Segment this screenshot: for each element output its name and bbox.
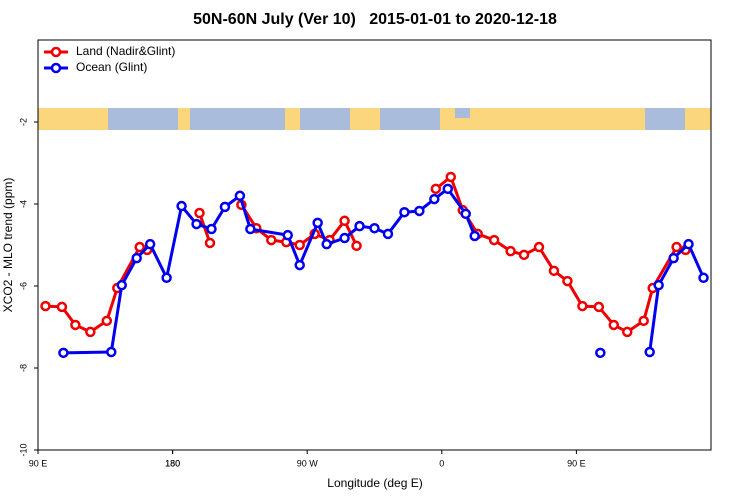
data-point xyxy=(445,171,457,183)
y-tick-label: -10 xyxy=(18,443,28,456)
data-point xyxy=(644,346,655,358)
y-tick-label: -6 xyxy=(18,282,28,290)
data-point xyxy=(460,208,471,220)
x-tick-label: 90 W xyxy=(297,458,319,468)
data-point xyxy=(339,215,350,227)
data-point xyxy=(638,315,649,327)
legend-label: Ocean (Glint) xyxy=(76,60,147,74)
data-point xyxy=(469,230,480,242)
data-point xyxy=(70,319,81,331)
x-tick-label: 180 xyxy=(165,458,180,468)
data-point xyxy=(429,193,440,205)
data-point xyxy=(430,183,442,195)
series-line xyxy=(63,187,705,355)
data-point xyxy=(266,234,277,246)
data-point xyxy=(683,238,694,250)
data-point xyxy=(505,245,516,257)
x-tick-label: 0 xyxy=(439,458,444,468)
data-point xyxy=(414,205,425,217)
y-axis-label: XCO2 - MLO trend (ppm) xyxy=(1,178,15,313)
data-point xyxy=(176,200,187,212)
data-point xyxy=(354,220,365,232)
data-point xyxy=(116,279,128,291)
data-point xyxy=(161,272,172,284)
x-tick-label: 180 xyxy=(165,458,180,468)
x-tick-label: 90 E xyxy=(29,458,48,468)
data-point xyxy=(548,265,560,277)
data-point xyxy=(106,346,117,358)
data-point xyxy=(621,326,633,338)
map-strip xyxy=(38,108,711,130)
data-point xyxy=(282,229,294,241)
data-point xyxy=(194,207,205,219)
data-point xyxy=(577,300,588,312)
x-axis-label: Longitude (deg E) xyxy=(327,476,422,490)
data-point xyxy=(219,201,231,213)
y-tick-label: -4 xyxy=(18,200,28,208)
data-point xyxy=(668,252,679,264)
data-point xyxy=(204,237,216,249)
x-tick-label: 90 E xyxy=(567,458,586,468)
data-point xyxy=(321,238,332,250)
y-tick-label: -8 xyxy=(18,364,28,372)
data-point xyxy=(294,259,305,271)
data-point xyxy=(245,223,256,235)
plot-frame xyxy=(37,39,712,451)
data-point xyxy=(234,190,246,202)
data-point xyxy=(382,228,394,240)
chart-title: 50N-60N July (Ver 10) 2015-01-01 to 2020… xyxy=(193,11,557,28)
data-point xyxy=(442,183,454,195)
data-point xyxy=(399,206,410,218)
data-point xyxy=(101,315,113,327)
data-point xyxy=(40,300,51,312)
data-point xyxy=(144,238,156,250)
data-point xyxy=(562,275,573,287)
y-tick-label: -2 xyxy=(18,118,28,126)
data-point xyxy=(131,252,142,264)
legend-marker xyxy=(50,62,62,74)
data-point xyxy=(488,234,500,246)
data-point xyxy=(698,272,709,284)
data-point xyxy=(608,319,620,331)
data-point xyxy=(339,232,350,244)
data-point xyxy=(369,222,380,234)
data-point xyxy=(312,217,323,229)
data-point xyxy=(653,279,664,291)
data-point xyxy=(56,301,68,313)
data-point xyxy=(191,218,202,230)
legend-marker xyxy=(50,46,62,58)
data-point xyxy=(593,301,605,313)
data-point xyxy=(294,239,305,251)
data-point xyxy=(671,241,682,253)
data-point xyxy=(206,223,217,235)
data-point xyxy=(518,249,530,261)
data-point xyxy=(351,240,362,252)
legend-label: Land (Nadir&Glint) xyxy=(76,44,175,58)
data-point xyxy=(533,241,545,253)
data-point xyxy=(595,347,606,359)
data-point xyxy=(85,326,96,338)
data-point xyxy=(58,347,69,359)
